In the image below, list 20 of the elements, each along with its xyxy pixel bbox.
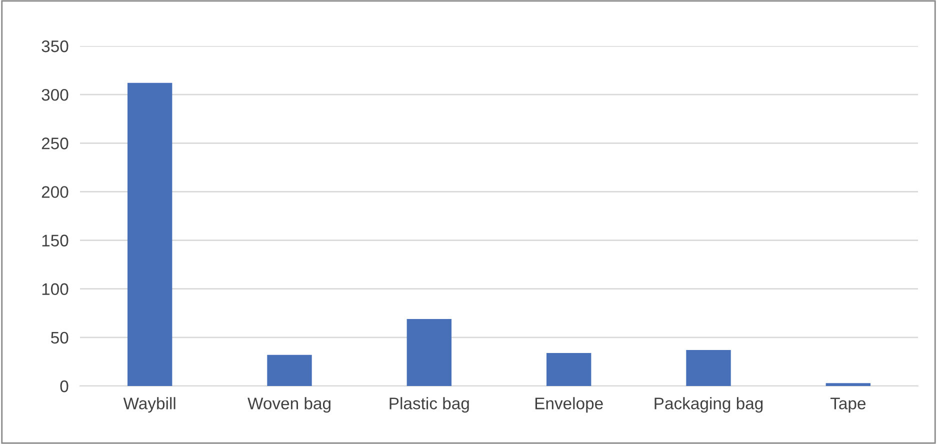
y-tick-label: 50 <box>51 332 68 344</box>
x-tick-label: Plastic bag <box>390 397 469 413</box>
bar <box>267 354 312 386</box>
x-tick-label: Waybill <box>123 397 176 413</box>
bar <box>127 82 172 386</box>
y-tick-label: 350 <box>42 40 68 52</box>
y-tick-label: 200 <box>42 186 68 198</box>
bar <box>546 352 592 386</box>
y-tick-label: 100 <box>42 283 68 296</box>
x-tick-label: Packaging bag <box>654 397 763 413</box>
y-tick-label: 250 <box>42 138 68 150</box>
bar <box>826 383 871 386</box>
y-tick-label: 300 <box>42 88 68 101</box>
y-tick-label: 0 <box>60 380 68 392</box>
bar <box>686 350 731 386</box>
x-tick-label: Tape <box>830 398 866 413</box>
x-tick-label: Woven bag <box>248 397 330 413</box>
x-tick-label: Envelope <box>535 397 603 413</box>
y-tick-label: 150 <box>42 234 68 246</box>
bar <box>406 318 452 386</box>
